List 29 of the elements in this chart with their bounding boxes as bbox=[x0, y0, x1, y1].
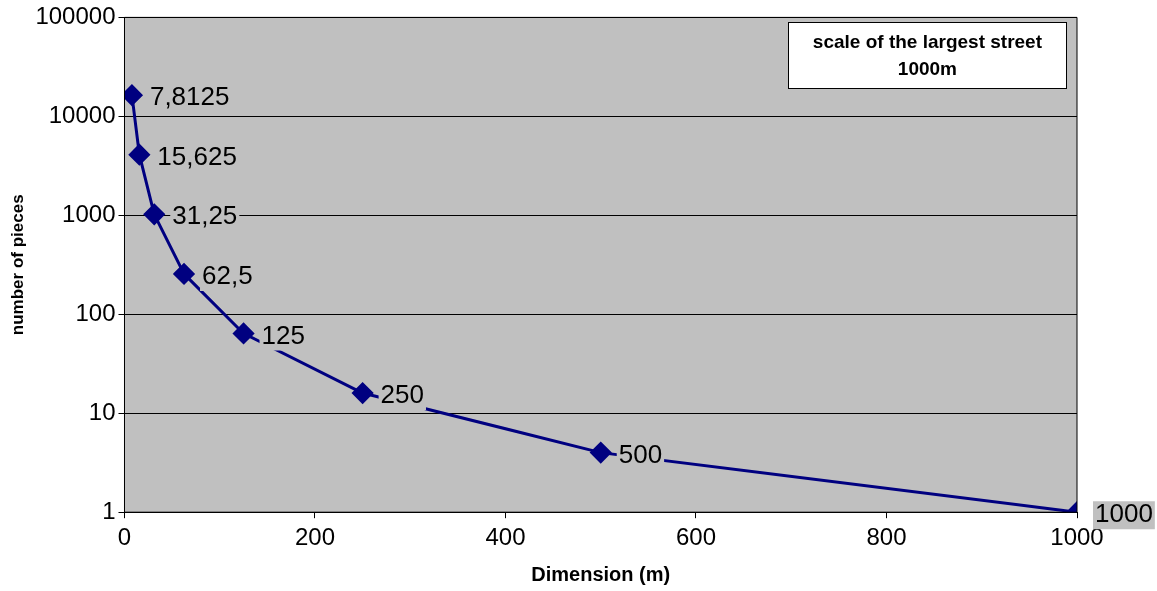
point bbox=[143, 203, 165, 225]
annotation: 7,8125 bbox=[149, 81, 230, 112]
annotation: 1000m bbox=[896, 56, 958, 81]
x-tick-label: 600 bbox=[675, 523, 717, 551]
y-tick-label: 100000 bbox=[35, 2, 116, 30]
y-tick-label: 10 bbox=[88, 397, 116, 425]
point bbox=[128, 144, 150, 166]
x-tick-label: 800 bbox=[866, 523, 907, 551]
annotation: 250 bbox=[380, 379, 425, 410]
annotation: 1000 bbox=[1095, 498, 1153, 529]
annotation: scale of the largest street bbox=[812, 30, 1042, 54]
annotation: 125 bbox=[261, 319, 305, 350]
x-axis-title: Dimension (m) bbox=[531, 562, 671, 585]
y-axis-title: number of pieces bbox=[7, 194, 27, 336]
point bbox=[233, 322, 255, 344]
annotation: 62,5 bbox=[202, 260, 253, 291]
point bbox=[590, 442, 612, 464]
y-tick-label: 100 bbox=[75, 298, 116, 326]
x-tick-label: 0 bbox=[117, 523, 132, 551]
annotation: 31,25 bbox=[172, 200, 238, 231]
point bbox=[352, 382, 374, 404]
y-tick-label: 10000 bbox=[48, 100, 116, 128]
x-tick-label: 400 bbox=[485, 523, 526, 551]
annotation: 15,625 bbox=[157, 140, 237, 171]
point bbox=[173, 263, 195, 285]
y-tick-label: 1000 bbox=[62, 199, 116, 227]
x-tick-label: 200 bbox=[294, 523, 336, 551]
y-tick-label: 1 bbox=[102, 496, 116, 524]
annotation: 500 bbox=[618, 438, 663, 469]
